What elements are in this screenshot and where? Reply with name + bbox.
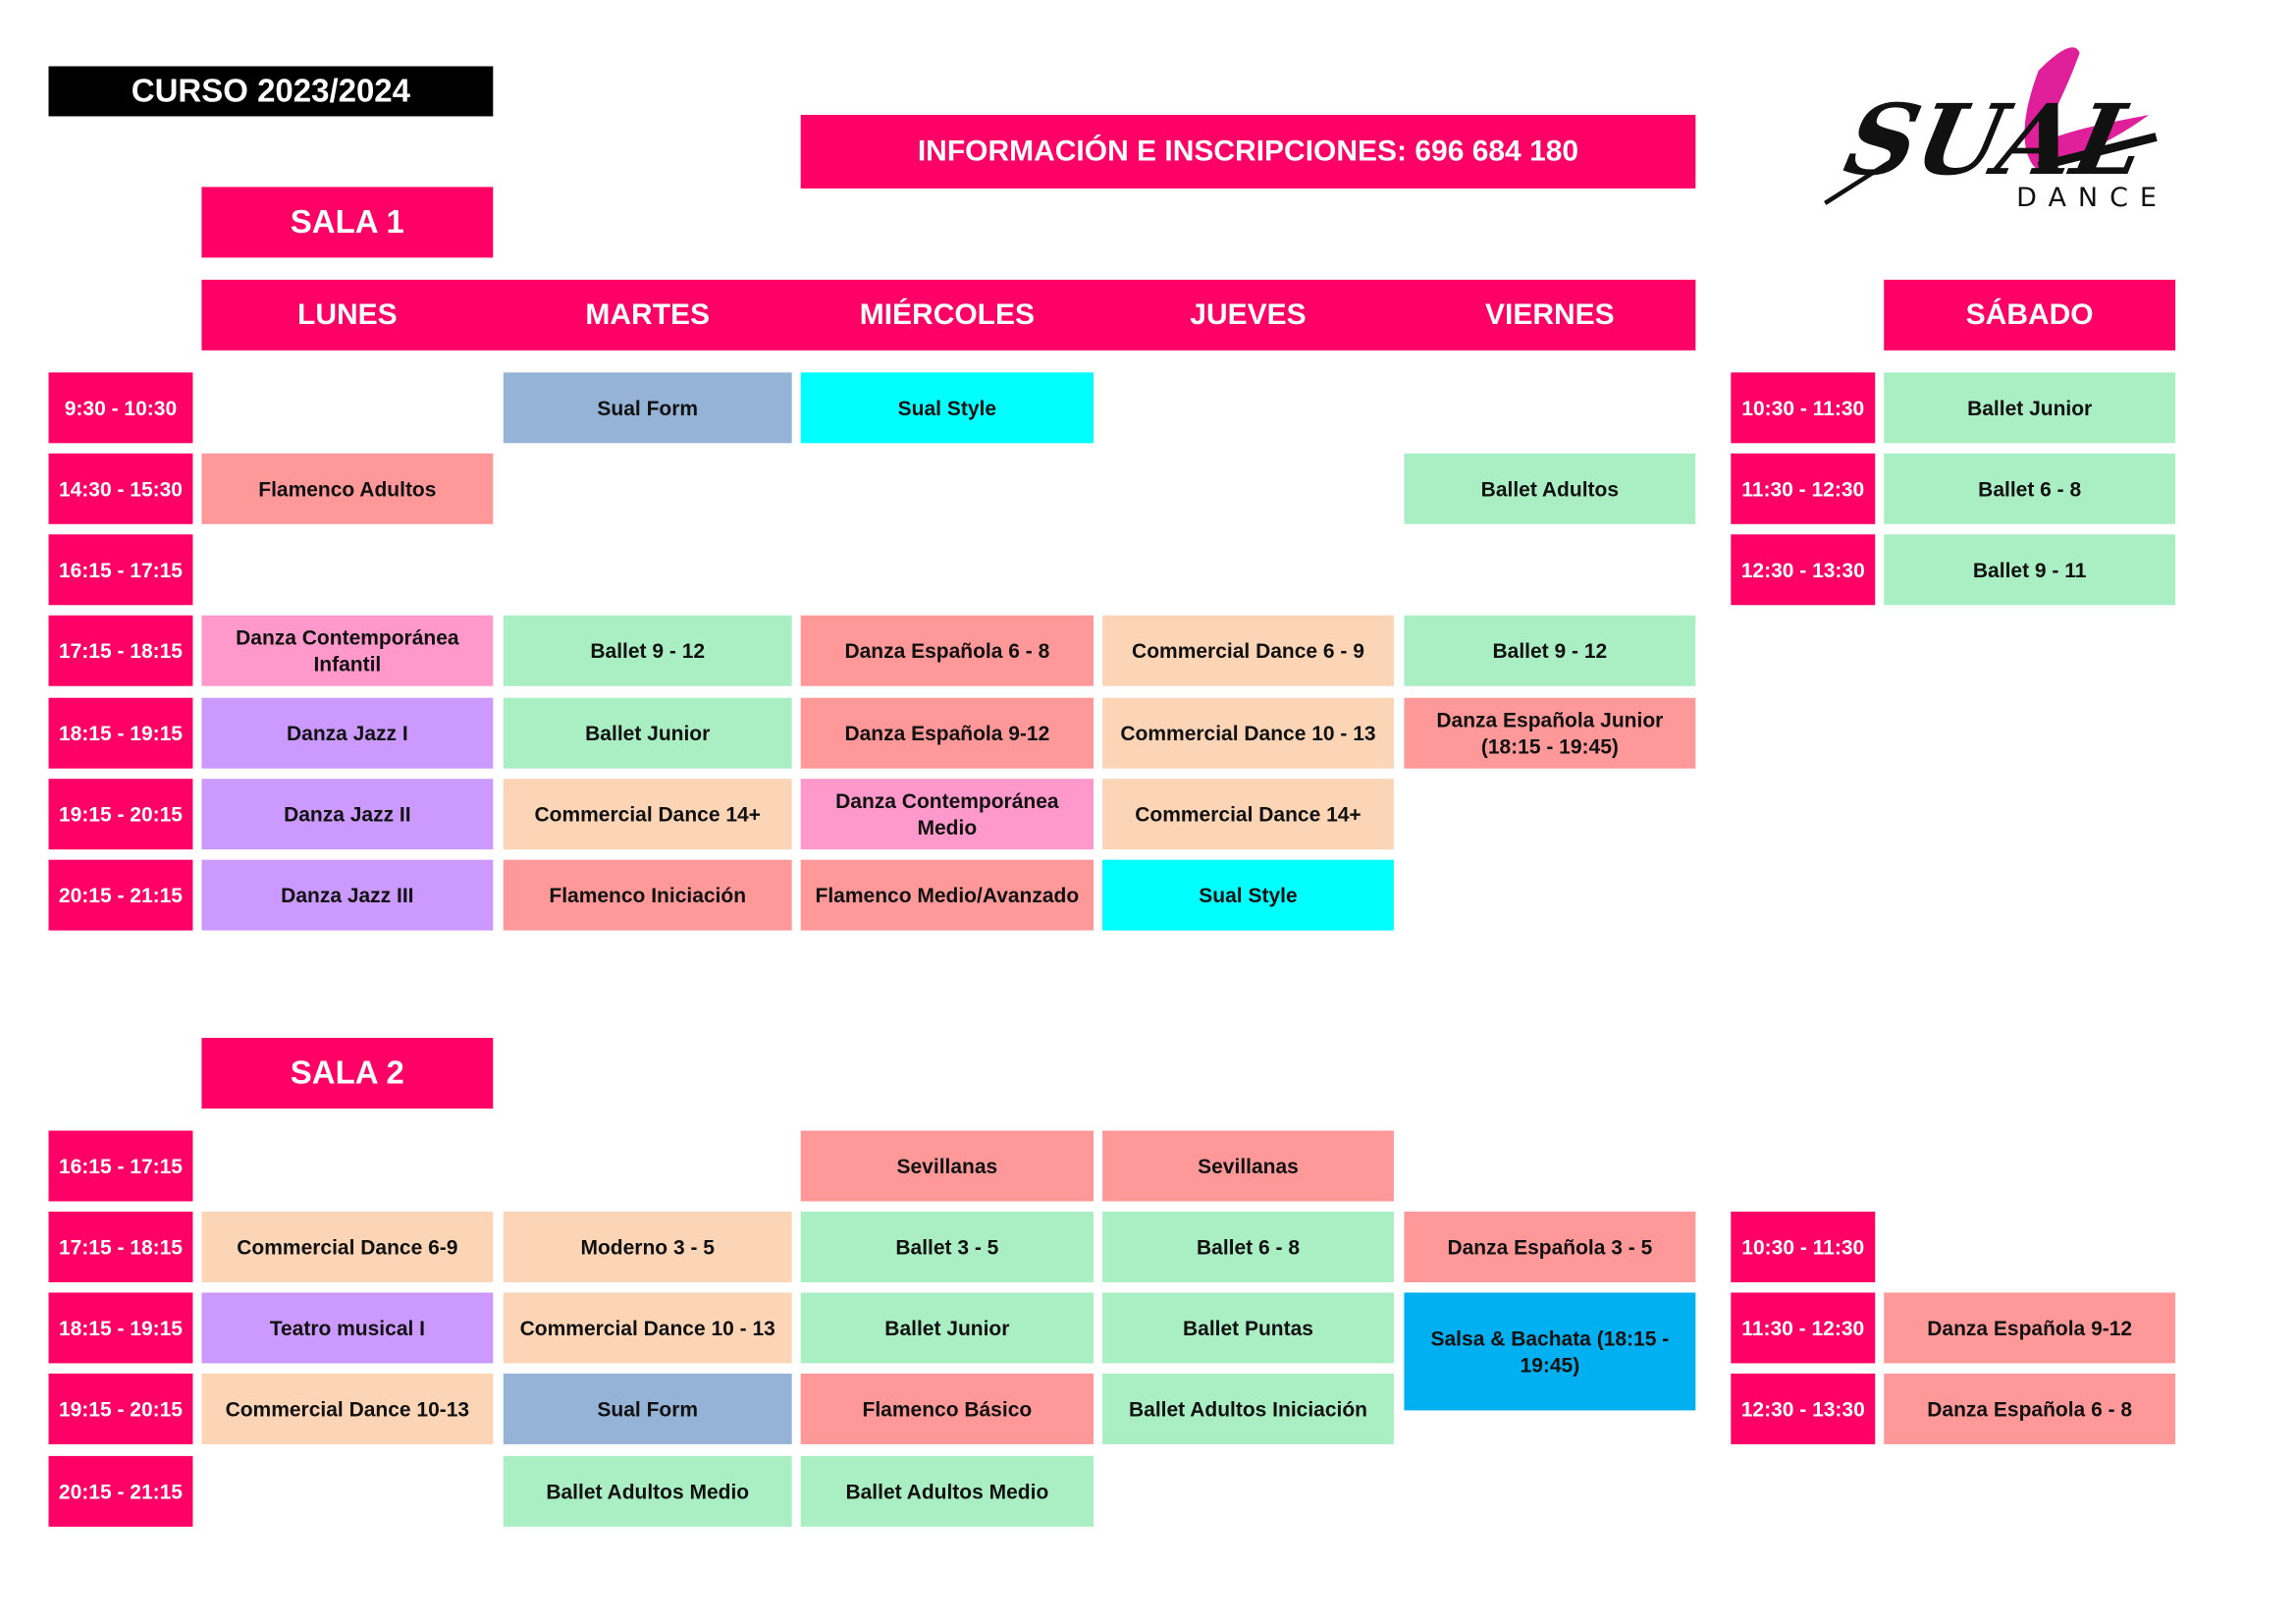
class-cell: Ballet Adultos [1404,453,1696,524]
class-cell: Ballet 9 - 12 [503,615,792,686]
class-cell: Danza Contemporánea Medio [800,779,1095,850]
class-cell: Ballet 9 - 12 [1404,615,1696,686]
saturday-class-cell: Danza Española 9-12 [1884,1292,2176,1364]
sala-2-title: SALA 2 [201,1038,494,1110]
class-cell: Teatro musical I [201,1292,494,1364]
class-cell: Commercial Dance 10-13 [201,1373,494,1444]
saturday-class-cell: Ballet 6 - 8 [1884,453,2176,524]
class-cell: Danza Española 3 - 5 [1404,1212,1696,1282]
class-cell: Danza Jazz III [201,859,494,931]
class-cell: Ballet Adultos Medio [503,1455,792,1527]
class-cell: Sual Form [503,1373,792,1444]
saturday-time-slot: 11:30 - 12:30 [1731,1292,1876,1364]
class-cell: Sual Form [503,372,792,444]
day-header-4: VIERNES [1485,298,1615,332]
sala-1-title: SALA 1 [201,187,494,258]
saturday-class-cell: Danza Española 6 - 8 [1884,1373,2176,1444]
time-slot: 19:15 - 20:15 [48,1373,193,1444]
saturday-class-cell: Ballet 9 - 11 [1884,534,2176,606]
time-slot: 19:15 - 20:15 [48,779,193,850]
saturday-time-slot: 10:30 - 11:30 [1731,372,1876,444]
saturday-time-slot: 12:30 - 13:30 [1731,534,1876,606]
class-cell: Ballet Puntas [1102,1292,1394,1364]
time-slot: 18:15 - 19:15 [48,697,193,769]
sual-dance-logo: SUAL DANCE [1824,47,2163,213]
time-slot: 17:15 - 18:15 [48,615,193,686]
time-slot: 16:15 - 17:15 [48,534,193,606]
class-cell: Danza Española 9-12 [800,697,1095,769]
day-header-1: MARTES [585,298,711,332]
class-cell: Flamenco Básico [800,1373,1095,1444]
class-cell: Commercial Dance 6 - 9 [1102,615,1394,686]
class-cell: Commercial Dance 10 - 13 [1102,697,1394,769]
class-cell: Commercial Dance 10 - 13 [503,1292,792,1364]
class-cell: Ballet 3 - 5 [800,1212,1095,1282]
class-cell: Ballet 6 - 8 [1102,1212,1394,1282]
class-cell: Salsa & Bachata (18:15 - 19:45) [1404,1292,1696,1411]
class-cell: Flamenco Iniciación [503,859,792,931]
class-cell: Ballet Adultos Iniciación [1102,1373,1394,1444]
saturday-time-slot: 10:30 - 11:30 [1731,1212,1876,1282]
class-cell: Ballet Junior [503,697,792,769]
day-header-saturday: SÁBADO [1884,279,2176,351]
course-label: CURSO 2023/2024 [48,66,494,117]
class-cell: Danza Jazz I [201,697,494,769]
class-cell: Sevillanas [1102,1130,1394,1202]
class-cell: Danza Española 6 - 8 [800,615,1095,686]
day-header-2: MIÉRCOLES [859,298,1036,332]
class-cell: Commercial Dance 14+ [503,779,792,850]
time-slot: 16:15 - 17:15 [48,1130,193,1202]
class-cell: Ballet Adultos Medio [800,1455,1095,1527]
class-cell: Sual Style [1102,859,1394,931]
class-cell: Sual Style [800,372,1095,444]
class-cell: Commercial Dance 14+ [1102,779,1394,850]
class-cell: Commercial Dance 6-9 [201,1212,494,1282]
class-cell: Danza Contemporánea Infantil [201,615,494,686]
class-cell: Sevillanas [800,1130,1095,1202]
logo-subtext: DANCE [2016,183,2163,213]
day-header-0: LUNES [297,298,398,332]
saturday-time-slot: 12:30 - 13:30 [1731,1373,1876,1444]
class-cell: Danza Jazz II [201,779,494,850]
saturday-time-slot: 11:30 - 12:30 [1731,453,1876,524]
weekday-header-bar [201,279,1696,351]
saturday-class-cell: Ballet Junior [1884,372,2176,444]
time-slot: 20:15 - 21:15 [48,1455,193,1527]
info-banner: INFORMACIÓN E INSCRIPCIONES: 696 684 180 [800,114,1696,189]
time-slot: 17:15 - 18:15 [48,1212,193,1282]
class-cell: Flamenco Medio/Avanzado [800,859,1095,931]
class-cell: Moderno 3 - 5 [503,1212,792,1282]
time-slot: 20:15 - 21:15 [48,859,193,931]
time-slot: 14:30 - 15:30 [48,453,193,524]
day-header-3: JUEVES [1190,298,1307,332]
class-cell: Flamenco Adultos [201,453,494,524]
time-slot: 9:30 - 10:30 [48,372,193,444]
time-slot: 18:15 - 19:15 [48,1292,193,1364]
class-cell: Danza Española Junior (18:15 - 19:45) [1404,697,1696,769]
logo-text: SUAL [1837,82,2157,197]
class-cell: Ballet Junior [800,1292,1095,1364]
